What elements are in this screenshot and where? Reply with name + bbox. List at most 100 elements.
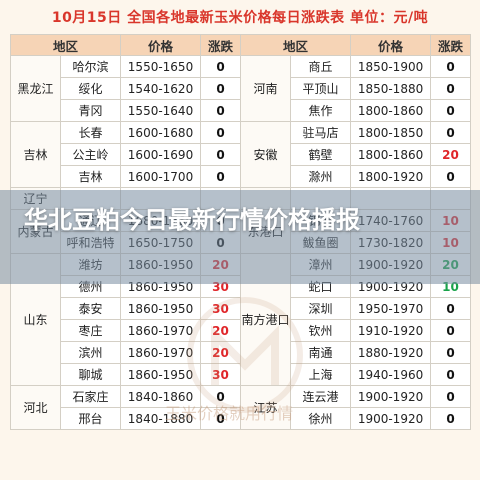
- price-cell: 1950-1970: [350, 297, 432, 320]
- price-cell: 1600-1690: [120, 143, 202, 166]
- change-cell: 0: [200, 143, 242, 166]
- region-cell: 河北: [10, 385, 61, 430]
- city-cell: 哈尔滨: [59, 55, 122, 78]
- city-cell: 深圳: [290, 297, 352, 320]
- change-cell: 0: [430, 363, 472, 386]
- price-cell: 1800-1920: [350, 165, 432, 188]
- price-cell: 1550-1650: [120, 55, 202, 78]
- table-row: 河北 石家庄 1840-1860 0 江苏 连云港 1900-1920 0: [10, 385, 472, 430]
- header-region-left: 地区: [9, 34, 122, 56]
- price-table: 地区 价格 涨跌 地区 价格 涨跌 黑龙江 哈尔滨 1550-1650 0 河南 商丘 18…: [9, 34, 472, 430]
- change-cell: 0: [200, 165, 242, 188]
- table-row: 吉林 长春 1600-1680 0 安徽 驻马店 1800-1850 0: [10, 121, 472, 188]
- change-cell: 0: [430, 407, 472, 430]
- change-cell: 0: [200, 55, 242, 78]
- change-cell: 0: [430, 55, 472, 78]
- city-cell: 吉林: [59, 165, 122, 188]
- change-cell: 0: [430, 121, 472, 144]
- price-cell: 1850-1880: [350, 77, 432, 100]
- city-cell: 邢台: [59, 407, 122, 430]
- change-cell: 0: [430, 385, 472, 408]
- table-title: 10月15日 全国各地最新玉米价格每日涨跌表 单位：元/吨: [0, 0, 480, 34]
- table-row: 青冈 1550-1640 0 焦作 1800-1860 0: [11, 99, 472, 122]
- city-cell: 商丘: [290, 55, 352, 78]
- price-cell: 1900-1920: [350, 407, 432, 430]
- price-cell: 1800-1860: [350, 99, 432, 122]
- price-cell: 1850-1900: [350, 55, 432, 78]
- change-cell: 30: [200, 297, 242, 320]
- title-overlay: [0, 190, 480, 284]
- table-row: 枣庄 1860-1970 20 钦州 1910-1920 0: [11, 319, 472, 342]
- change-cell: 0: [430, 165, 472, 188]
- city-cell: 公主岭: [59, 143, 122, 166]
- table-row: 邢台 1840-1880 0 徐州 1900-1920 0: [11, 407, 472, 430]
- table-row: 吉林 1600-1700 0 滁州 1800-1920 0: [11, 165, 472, 188]
- city-cell: 平顶山: [290, 77, 352, 100]
- price-cell: 1540-1620: [120, 77, 202, 100]
- city-cell: 驻马店: [290, 121, 352, 144]
- region-cell: 黑龙江: [10, 55, 61, 122]
- table-row: 绥化 1540-1620 0 平顶山 1850-1880 0: [11, 77, 472, 100]
- region-cell: 江苏: [240, 385, 292, 430]
- table-row: 泰安 1860-1950 30 深圳 1950-1970 0: [11, 297, 472, 320]
- change-cell: 0: [200, 385, 242, 408]
- price-cell: 1600-1700: [120, 165, 202, 188]
- price-cell: 1910-1920: [350, 319, 432, 342]
- city-cell: 聊城: [59, 363, 122, 386]
- city-cell: 滁州: [290, 165, 352, 188]
- change-cell: 0: [430, 297, 472, 320]
- price-cell: 1800-1860: [350, 143, 432, 166]
- city-cell: 南通: [290, 341, 352, 364]
- city-cell: 枣庄: [59, 319, 122, 342]
- city-cell: 徐州: [290, 407, 352, 430]
- table-row: 滨州 1860-1970 20 南通 1880-1920 0: [11, 341, 472, 364]
- change-cell: 20: [200, 341, 242, 364]
- city-cell: 钦州: [290, 319, 352, 342]
- change-cell: 0: [200, 121, 242, 144]
- city-cell: 绥化: [59, 77, 122, 100]
- price-cell: 1840-1860: [120, 385, 202, 408]
- price-cell: 1860-1970: [120, 319, 202, 342]
- city-cell: 泰安: [59, 297, 122, 320]
- header-price-right: 价格: [350, 34, 432, 56]
- table-body: 黑龙江 哈尔滨 1550-1650 0 河南 商丘 1850-1900 0 绥化 1540-162…: [10, 55, 472, 430]
- change-cell: 0: [430, 77, 472, 100]
- price-cell: 1880-1920: [350, 341, 432, 364]
- city-cell: 青冈: [59, 99, 122, 122]
- price-cell: 1800-1850: [350, 121, 432, 144]
- overlay-title: 华北豆粕今日最新行情价格播报: [24, 206, 360, 234]
- city-cell: 长春: [59, 121, 122, 144]
- change-cell: 0: [200, 77, 242, 100]
- change-cell: 0: [200, 99, 242, 122]
- header-change-right: 涨跌: [430, 34, 472, 56]
- table-row: 黑龙江 哈尔滨 1550-1650 0 河南 商丘 1850-1900 0: [10, 55, 472, 122]
- change-cell: 20: [430, 143, 472, 166]
- region-cell: 河南: [240, 55, 292, 122]
- header-change-left: 涨跌: [200, 34, 242, 56]
- change-cell: 0: [200, 407, 242, 430]
- price-cell: 1860-1950: [120, 363, 202, 386]
- city-cell: 鹤壁: [290, 143, 352, 166]
- header-row: 地区 价格 涨跌 地区 价格 涨跌: [9, 34, 472, 56]
- table-row: 公主岭 1600-1690 0 鹤壁 1800-1860 20: [11, 143, 472, 166]
- header-region-right: 地区: [240, 34, 352, 56]
- city-cell: 连云港: [290, 385, 352, 408]
- price-cell: 1940-1960: [350, 363, 432, 386]
- region-cell: 吉林: [10, 121, 61, 188]
- city-cell: 石家庄: [59, 385, 122, 408]
- city-cell: 上海: [290, 363, 352, 386]
- change-cell: 20: [200, 319, 242, 342]
- change-cell: 0: [430, 341, 472, 364]
- price-cell: 1840-1880: [120, 407, 202, 430]
- change-cell: 0: [430, 319, 472, 342]
- header-price-left: 价格: [120, 34, 202, 56]
- price-cell: 1900-1920: [350, 385, 432, 408]
- city-cell: 滨州: [59, 341, 122, 364]
- city-cell: 焦作: [290, 99, 352, 122]
- change-cell: 0: [430, 99, 472, 122]
- price-cell: 1860-1950: [120, 297, 202, 320]
- price-cell: 1600-1680: [120, 121, 202, 144]
- region-cell: 安徽: [240, 121, 292, 188]
- change-cell: 30: [200, 363, 242, 386]
- price-cell: 1860-1970: [120, 341, 202, 364]
